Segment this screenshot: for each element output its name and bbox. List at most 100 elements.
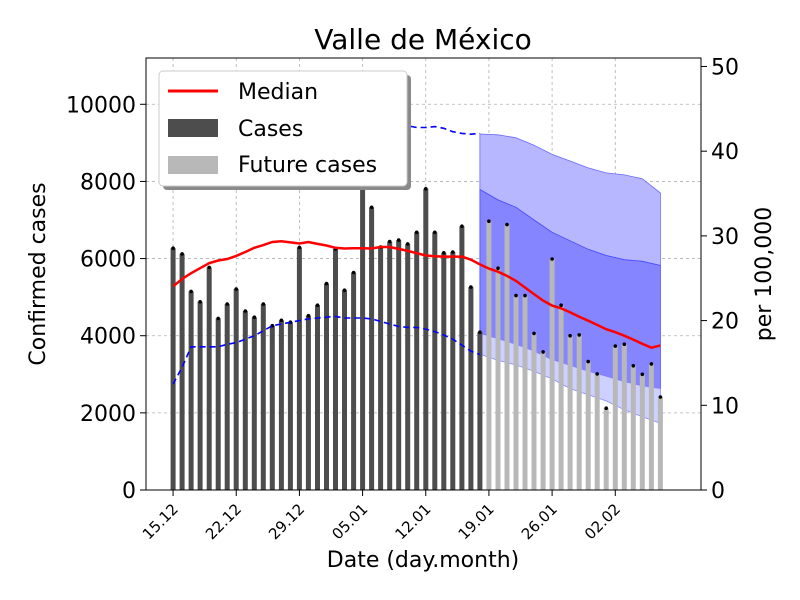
- past-case-point-9: [252, 315, 257, 320]
- past-case-point-20: [351, 270, 356, 275]
- past-case-bar-22: [369, 207, 375, 491]
- past-case-bar-34: [477, 332, 483, 490]
- past-case-point-1: [180, 252, 184, 256]
- past-case-bar-10: [260, 304, 266, 490]
- future-case-bar-11: [585, 361, 591, 490]
- past-case-point-33: [469, 285, 473, 289]
- future-case-point-4: [523, 293, 527, 298]
- future-case-bar-5: [531, 333, 537, 490]
- future-case-point-16: [631, 364, 636, 368]
- future-case-point-10: [577, 333, 581, 337]
- right-tick-label-1: 10: [711, 394, 739, 419]
- past-case-bar-13: [287, 322, 293, 490]
- past-case-point-7: [234, 287, 238, 291]
- left-tick-label-5: 10000: [66, 93, 136, 118]
- legend: Median Cases Future cases: [158, 70, 411, 190]
- past-case-bar-30: [441, 252, 447, 490]
- future-case-point-14: [613, 344, 618, 348]
- future-case-bar-4: [522, 295, 528, 490]
- future-case-bar-17: [639, 374, 645, 490]
- past-case-point-16: [315, 303, 320, 308]
- past-case-bar-9: [251, 317, 257, 490]
- future-case-bar-16: [630, 365, 636, 490]
- future-case-point-5: [532, 331, 536, 336]
- past-case-point-12: [279, 318, 284, 323]
- past-case-bar-17: [324, 283, 329, 490]
- future-case-bar-14: [612, 346, 618, 490]
- left-tick-label-1: 2000: [80, 402, 136, 427]
- chart-title: Valle de México: [314, 23, 532, 56]
- future-case-bar-19: [657, 397, 663, 490]
- future-case-bar-10: [576, 334, 582, 490]
- future-case-bar-8: [558, 305, 564, 490]
- future-case-point-15: [622, 342, 627, 347]
- future-case-point-18: [649, 362, 654, 366]
- past-case-bar-2: [188, 291, 194, 490]
- left-axis-ticks: 0 2000 4000 6000 8000 10000: [66, 93, 146, 504]
- past-case-point-28: [424, 187, 428, 191]
- past-case-bar-4: [206, 267, 212, 490]
- past-case-bar-5: [215, 318, 221, 490]
- past-case-bar-8: [242, 311, 248, 490]
- past-case-bar-23: [378, 247, 384, 490]
- left-tick-label-0: 0: [122, 479, 136, 504]
- past-case-bar-0: [170, 248, 176, 490]
- future-case-bar-13: [603, 408, 609, 490]
- past-case-point-31: [451, 250, 455, 254]
- past-case-point-15: [306, 313, 311, 318]
- left-tick-label-4: 8000: [80, 170, 136, 195]
- left-tick-label-2: 4000: [80, 325, 136, 350]
- past-case-point-24: [387, 239, 392, 244]
- past-case-point-34: [478, 330, 482, 335]
- past-case-bar-32: [459, 226, 465, 490]
- past-case-bar-11: [269, 325, 275, 490]
- future-case-point-2: [505, 222, 509, 227]
- past-case-point-14: [297, 245, 302, 250]
- future-case-point-7: [550, 257, 554, 261]
- past-case-point-10: [261, 302, 266, 306]
- x-axis-label: Date (day.month): [327, 548, 519, 573]
- future-case-point-19: [658, 395, 663, 399]
- future-case-point-17: [640, 372, 645, 377]
- incidence-line: [172, 315, 481, 385]
- past-case-bar-3: [197, 301, 203, 490]
- past-case-point-4: [207, 265, 211, 270]
- past-case-point-26: [405, 242, 410, 246]
- past-case-bar-19: [342, 290, 347, 490]
- past-case-bar-16: [315, 305, 320, 490]
- right-tick-label-3: 30: [711, 225, 739, 250]
- past-case-point-22: [369, 205, 374, 210]
- legend-box: [158, 70, 408, 187]
- right-tick-label-2: 20: [711, 310, 739, 335]
- future-case-point-11: [586, 359, 590, 364]
- right-axis-ticks: 0 10 20 30 40 50: [701, 55, 739, 504]
- future-case-bar-6: [540, 351, 546, 490]
- future-case-point-3: [514, 293, 518, 298]
- left-tick-label-3: 6000: [80, 248, 136, 273]
- past-case-point-3: [198, 300, 202, 304]
- past-case-bar-33: [468, 287, 474, 490]
- past-case-point-29: [433, 230, 437, 235]
- past-case-bar-15: [305, 315, 311, 490]
- past-case-point-8: [243, 309, 248, 313]
- y2-axis-label: per 100,000: [752, 207, 777, 342]
- past-case-point-30: [442, 251, 446, 255]
- past-case-bar-27: [414, 232, 420, 491]
- past-case-point-27: [414, 230, 419, 235]
- future-case-point-13: [604, 406, 608, 411]
- future-case-point-9: [568, 333, 572, 338]
- y-axis-label: Confirmed cases: [26, 182, 51, 365]
- future-case-point-12: [595, 372, 599, 376]
- past-case-bar-28: [423, 188, 429, 491]
- past-case-point-17: [324, 281, 329, 286]
- past-case-bar-26: [405, 243, 411, 490]
- past-case-point-5: [216, 316, 220, 321]
- legend-cases-swatch: [168, 119, 218, 137]
- past-case-bar-14: [296, 247, 302, 490]
- right-tick-label-4: 40: [711, 140, 739, 165]
- past-case-point-19: [342, 288, 347, 293]
- future-case-bar-15: [621, 344, 627, 490]
- future-case-bar-3: [513, 295, 519, 490]
- future-case-point-6: [541, 350, 545, 354]
